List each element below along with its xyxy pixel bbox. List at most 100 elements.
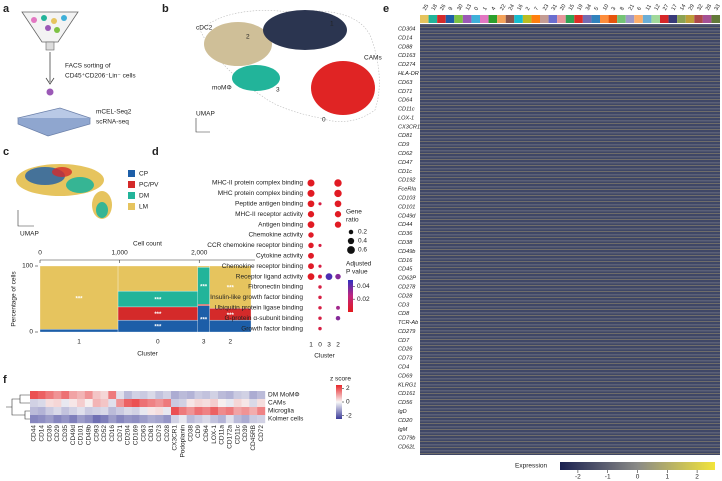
dot [308,242,314,249]
heatmap-cell [147,415,156,424]
dot [307,179,315,187]
term-label: Peptide antigen binding [235,201,303,208]
heatmap-cell [257,415,266,424]
heatmap-cell [178,399,187,408]
heatmap-cell [155,415,164,424]
colorbar-label: 2 [346,385,350,392]
column-label: CD28 [164,425,171,442]
term-label: Chemokine activity [248,232,303,239]
axis-title: Percentage of cells [11,271,18,327]
cluster-label: 31 [551,3,559,11]
row-label: Kolmer cells [268,416,304,423]
heatmap-cell [249,407,258,416]
axis-label: UMAP [20,231,39,238]
gene-label: CD73 [398,356,413,362]
legend-swatch [128,192,135,199]
heatmap-cell [163,415,172,424]
cluster-label: 11 [645,4,653,12]
heatmap-cell [84,399,93,408]
heatmap-cell [163,407,172,416]
method-text: mCEL-Seq2 [96,109,132,116]
column-label: CD73 [156,425,163,442]
heatmap-cell [194,399,203,408]
umap-clusters [199,10,380,122]
heatmap-cell [171,391,180,400]
gene-label: CD103 [398,196,416,202]
cluster-label: 2 [525,6,532,12]
legend-label: 0.2 [358,229,367,236]
gene-label: CD63 [398,80,413,86]
cluster-strip [454,15,463,23]
cluster-label: 6 [636,6,643,12]
legend-label: CP [139,171,148,178]
heatmap-cell [53,415,62,424]
heatmap-cell [202,415,211,424]
legend-dot [347,246,355,254]
heatmap-cell [124,407,133,416]
row-label: Microglia [268,408,294,415]
gene-label: CD304 [398,26,415,32]
heatmap-cell [108,415,117,424]
heatmap-cell [124,391,133,400]
gene-label: IgD [398,409,407,415]
heatmap-cell [124,399,133,408]
row-label: CAMs [268,400,286,407]
panel-label: a [3,3,10,15]
cluster-annotation: CAMs [364,55,382,62]
column-label: CD71 [117,425,124,442]
significance-label: *** [154,325,162,331]
column-label: CD101 [78,425,85,446]
cluster-label: 13 [465,3,473,11]
heatmap-cell [69,399,78,408]
umap-axes [17,210,34,227]
gene-label: CD26 [398,347,413,353]
cluster-label: 24 [508,3,516,11]
gene-label: CD44 [398,222,412,228]
axis-title: Cluster [137,351,158,358]
term-label: Insulin-like growth factor binding [210,294,303,301]
dendrogram [6,394,30,420]
row-label: DM MoMΦ [268,392,300,399]
cluster-strip [488,15,498,23]
column-label: CD9 [195,425,202,438]
dot [318,264,322,268]
panel-label: f [3,374,7,386]
gene-label: CD163 [398,53,416,59]
column-label: CD64 [203,425,210,442]
x-tick-label: 2 [336,342,340,349]
cluster-label: 5 [594,6,601,12]
colorbar-label: 0 [636,474,640,481]
dot [307,200,315,208]
term-label: MHC-II protein complex binding [212,180,303,187]
cluster-label: 4 [491,6,498,12]
cluster-label: 3 [611,6,618,12]
cluster-strip [651,15,660,23]
cluster-label: 1 [482,6,489,12]
heatmap-cell [218,415,227,424]
gene-label: CD1c [398,169,412,175]
heatmap-cell [241,391,250,400]
panel-label: c [3,146,9,158]
legend-label: 0.4 [358,238,367,245]
gene-label: CD11c [398,107,415,113]
cluster-strip [711,15,720,23]
dot [318,243,322,247]
column-label: CD49b [85,425,92,446]
heatmap-cell [61,407,70,416]
heatmap-cell [84,407,93,416]
term-label: G-protein α-subunit binding [224,315,303,322]
column-label: CX3CR1 [172,425,179,451]
legend-dot [348,229,354,235]
legend-swatch [128,170,135,177]
term-label: Fibronectin binding [248,284,303,291]
gene-label: CD192 [398,178,416,184]
dot [318,295,322,300]
heatmap-cell [241,399,250,408]
cluster-strip [685,15,695,23]
term-label: Growth factor binding [241,325,303,332]
significance-label: *** [76,296,84,302]
gene-label: CD79b [398,436,415,442]
heatmap-cell [225,415,234,424]
heatmap-cell [139,415,148,424]
column-label: CD11a [219,425,226,445]
